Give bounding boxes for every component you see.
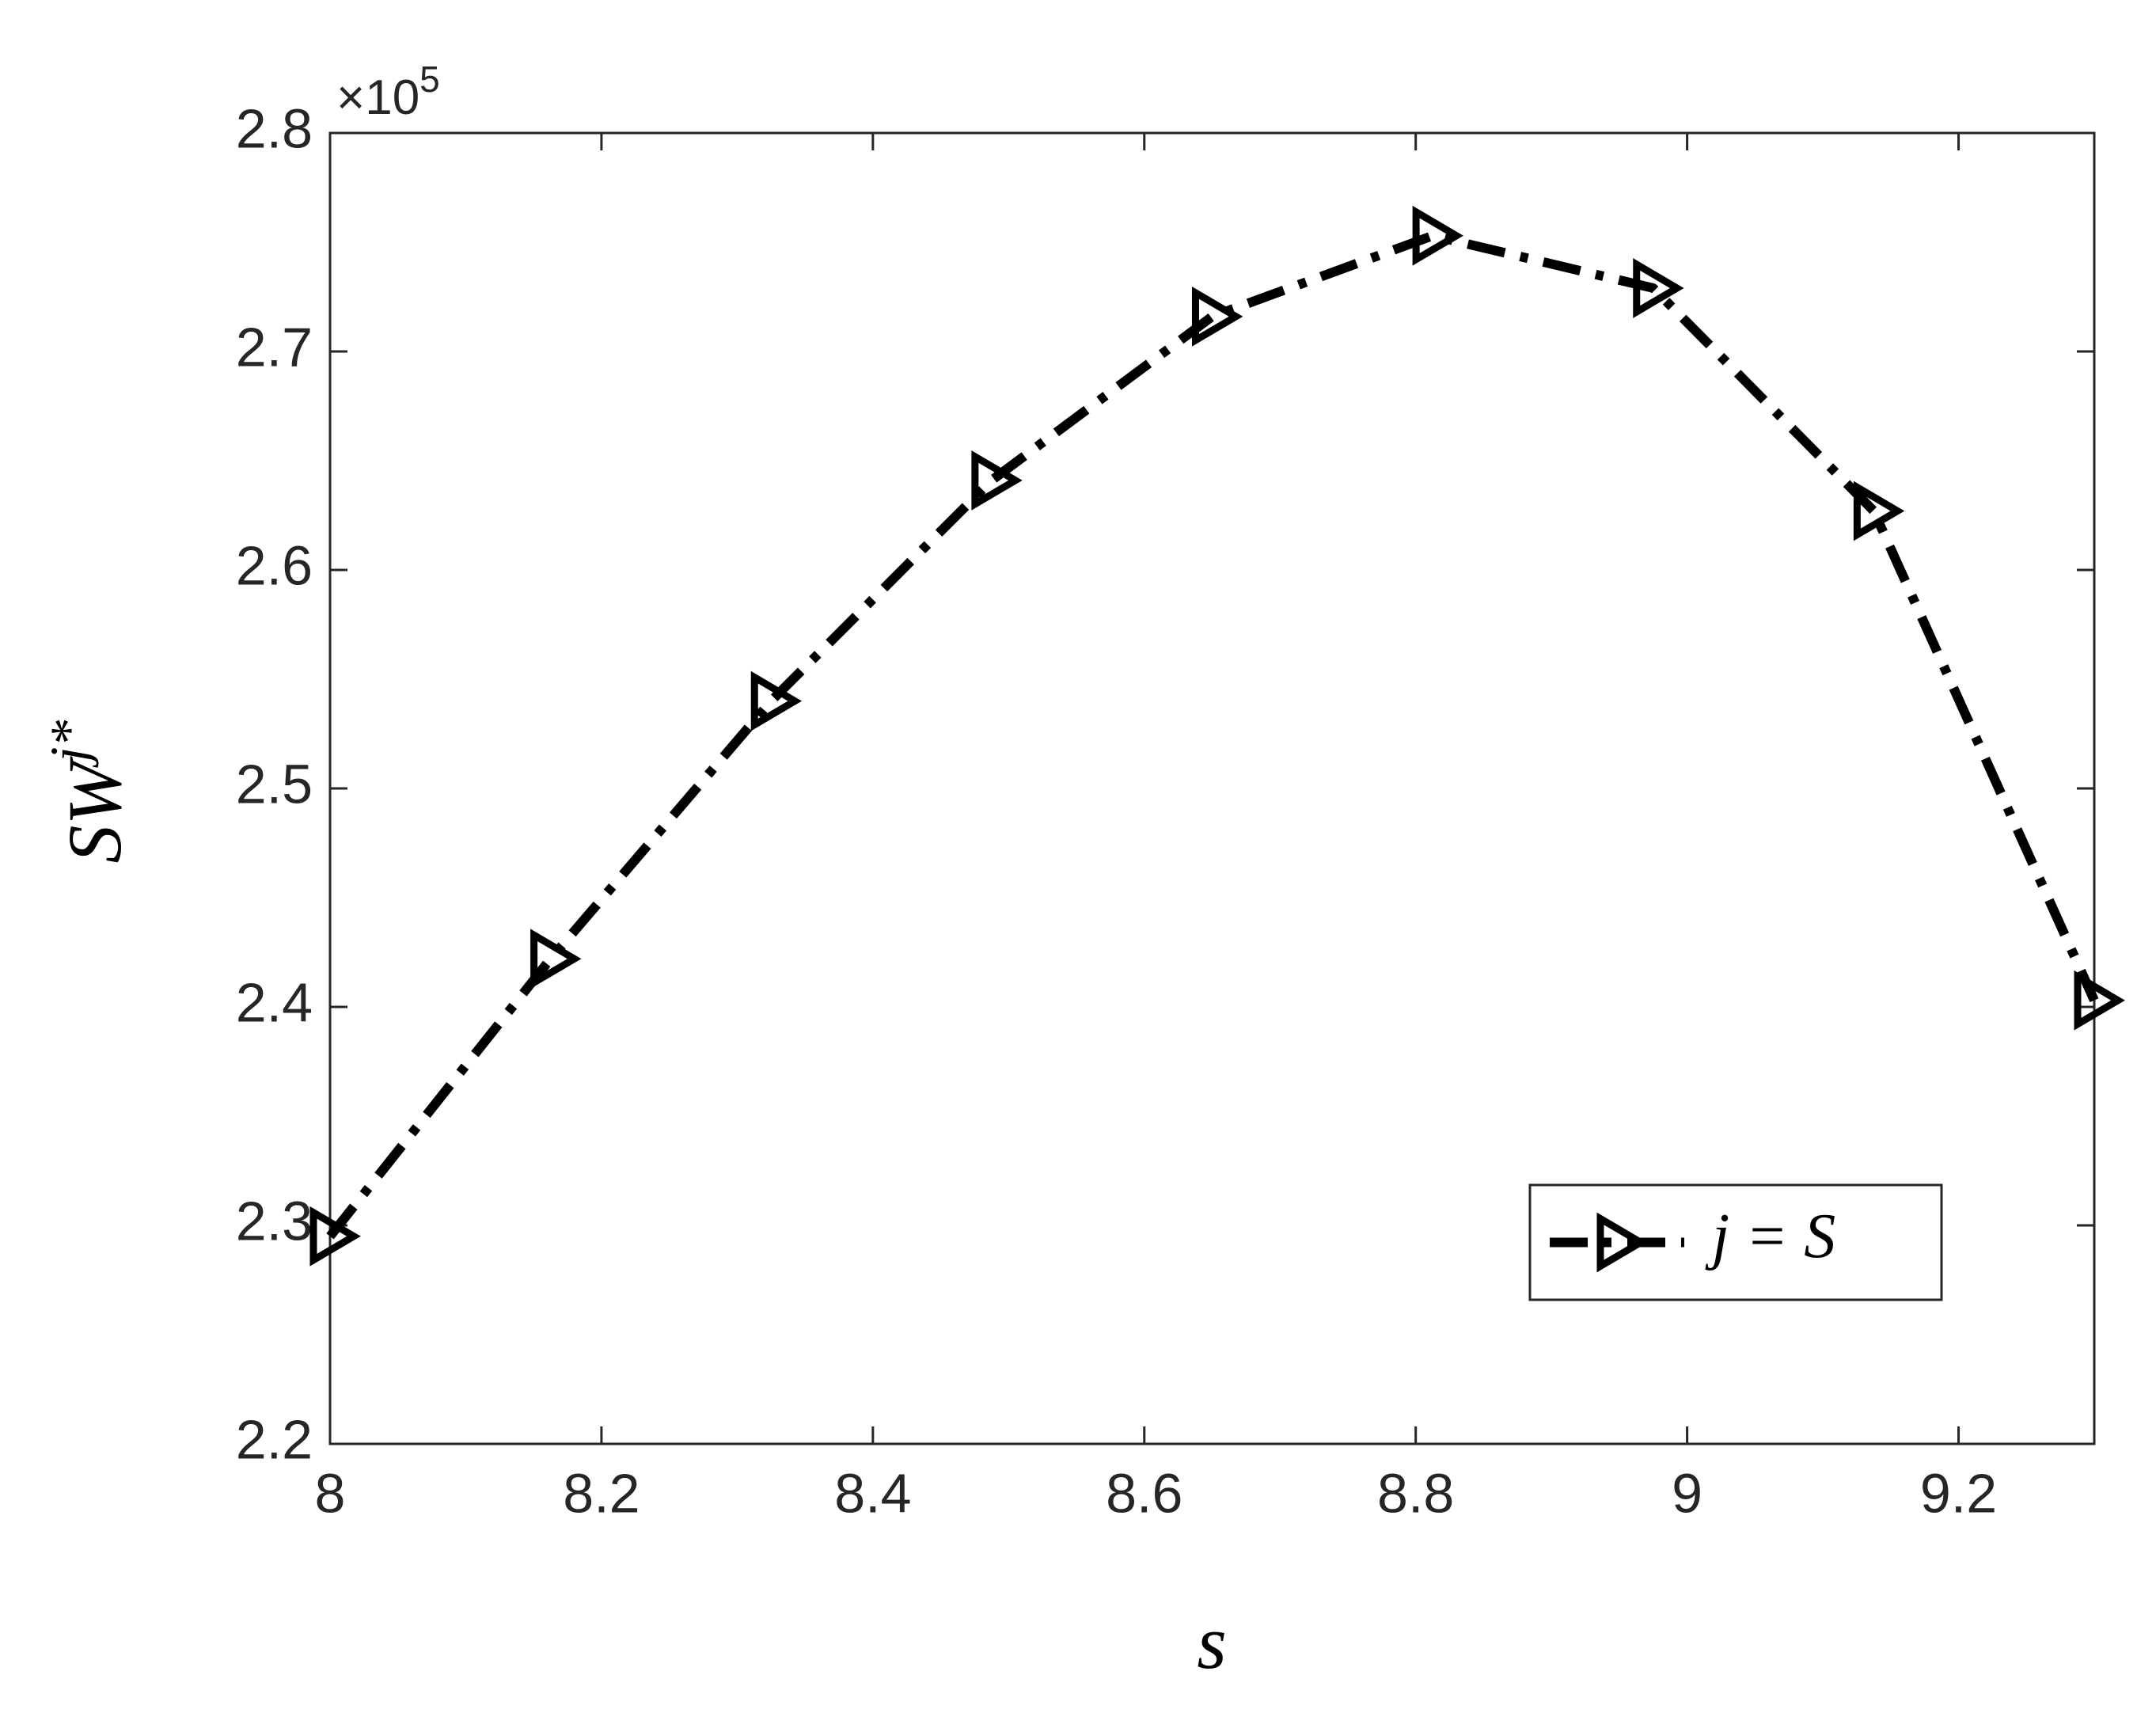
marker	[1853, 480, 1905, 541]
y-axis-label-main: SW	[52, 755, 137, 863]
legend-label: j = S	[1705, 1202, 1835, 1271]
legend-marker	[1596, 1212, 1648, 1273]
x-tick-label: 9	[1672, 1462, 1702, 1524]
x-tick-label: 9.2	[1920, 1462, 1997, 1524]
x-tick-label: 8.4	[834, 1462, 911, 1524]
y-axis-label-superscript: j*	[39, 720, 99, 769]
x-tick-label: 8.6	[1106, 1462, 1182, 1524]
series-line	[326, 230, 2099, 1240]
marker	[750, 670, 803, 731]
marker	[2074, 970, 2125, 1031]
y-multiplier-base: ×10	[336, 70, 419, 125]
x-tick-label: 8.2	[563, 1462, 640, 1524]
x-tick-label: 8.8	[1377, 1462, 1454, 1524]
marker	[1192, 286, 1243, 347]
marker	[530, 929, 582, 989]
marker	[1412, 205, 1464, 266]
y-tick-label: 2.3	[236, 1190, 313, 1252]
x-axis-label: s	[1197, 1600, 1226, 1685]
marker	[309, 1206, 361, 1267]
y-tick-label: 2.5	[236, 753, 313, 815]
x-tick-label: 8	[315, 1462, 346, 1524]
y-tick-label: 2.8	[236, 97, 313, 159]
y-multiplier-exponent: 5	[419, 59, 440, 100]
y-tick-label: 2.4	[236, 971, 313, 1033]
marker	[1633, 258, 1684, 318]
y-tick-label: 2.7	[236, 316, 313, 378]
y-tick-label: 2.6	[236, 534, 313, 596]
y-axis-label: SWj*	[39, 720, 137, 864]
y-tick-label: 2.2	[236, 1408, 313, 1470]
y-multiplier: ×105	[336, 59, 440, 125]
marker	[971, 450, 1023, 511]
